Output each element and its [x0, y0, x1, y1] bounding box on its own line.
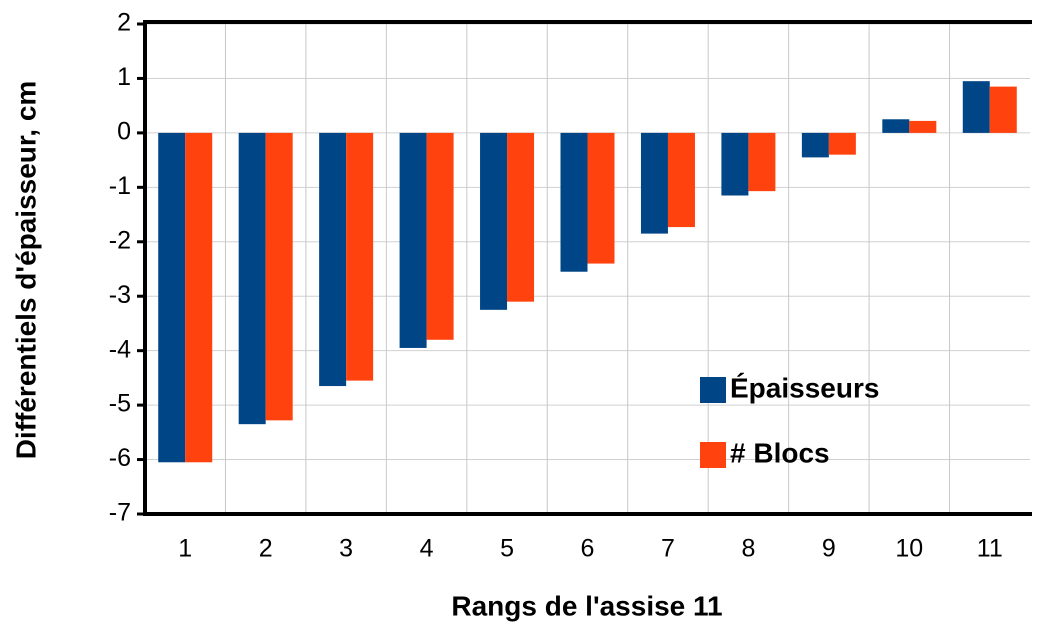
- bar: [828, 132, 856, 155]
- bar: [989, 86, 1017, 133]
- y-tick-label: -2: [109, 226, 131, 254]
- legend-label: Épaisseurs: [730, 372, 879, 403]
- x-tick-label: 10: [895, 535, 923, 563]
- y-tick-label: 2: [117, 9, 131, 37]
- y-tick-label: -4: [109, 335, 131, 363]
- bar: [560, 132, 588, 272]
- bar: [185, 132, 213, 463]
- y-axis-label: Différentiels d'épaisseur, cm: [10, 81, 41, 460]
- x-tick-label: 7: [661, 535, 675, 563]
- x-tick-label: 11: [977, 535, 1003, 563]
- bar: [909, 120, 937, 133]
- bar: [426, 132, 454, 340]
- x-tick-label: 2: [259, 535, 273, 563]
- bar: [319, 132, 347, 387]
- x-tick-label: 5: [500, 535, 514, 563]
- bar: [801, 132, 829, 158]
- bar: [667, 132, 695, 228]
- legend-swatch: [700, 377, 726, 403]
- bar: [399, 132, 427, 348]
- x-tick-label: 3: [339, 535, 353, 563]
- x-tick-label: 1: [178, 535, 192, 563]
- bar: [158, 132, 186, 463]
- x-tick-label: 9: [822, 535, 836, 563]
- bar: [480, 132, 508, 310]
- y-tick-label: -3: [109, 281, 131, 309]
- y-tick-label: 0: [117, 117, 131, 145]
- bar: [640, 132, 668, 234]
- bar: [721, 132, 749, 196]
- y-tick-label: -7: [109, 499, 131, 527]
- y-tick-label: 1: [117, 63, 131, 91]
- y-tick-label: -6: [109, 444, 131, 472]
- bar: [346, 132, 374, 381]
- x-tick-label: 6: [581, 535, 595, 563]
- bar: [882, 119, 910, 133]
- x-tick-label: 8: [741, 535, 755, 563]
- bar: [238, 132, 266, 425]
- legend-label: # Blocs: [730, 437, 830, 468]
- bar: [962, 81, 990, 133]
- x-axis-label: Rangs de l'assise 11: [451, 590, 722, 621]
- y-tick-label: -5: [109, 390, 131, 418]
- y-tick-label: -1: [109, 172, 131, 200]
- bar: [587, 132, 615, 264]
- legend-swatch: [700, 442, 726, 468]
- bar: [748, 132, 776, 192]
- x-tick-label: 4: [420, 535, 434, 563]
- bar: [507, 132, 535, 302]
- bar: [265, 132, 293, 421]
